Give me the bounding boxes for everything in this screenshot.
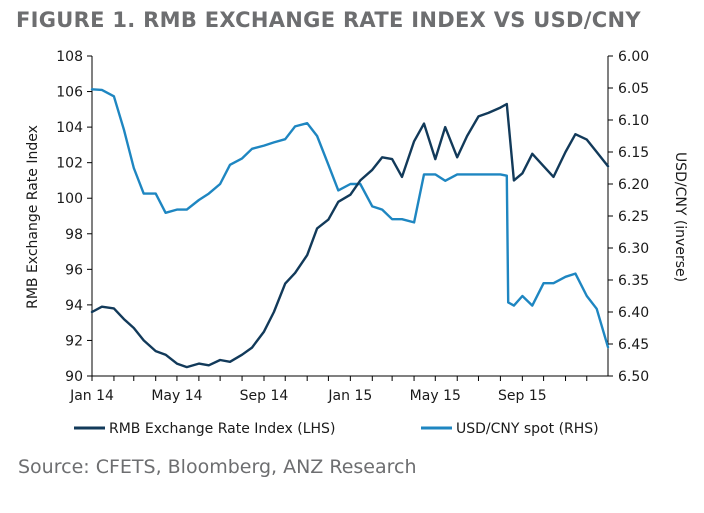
right-tick-label: 6.35 [618, 273, 649, 289]
series-line-usdcny [90, 88, 610, 349]
right-y-axis: 6.00 6.05 6.10 6.15 6.20 6.25 6.30 6.35 6.40 6.45… [608, 49, 649, 385]
right-tick-label: 6.30 [618, 241, 649, 257]
right-tick-label: 6.10 [618, 113, 649, 129]
left-tick-label: 108 [56, 49, 83, 65]
left-tick-label: 94 [65, 298, 83, 314]
left-tick-label: 100 [56, 191, 83, 207]
right-tick-label: 6.50 [618, 369, 649, 385]
left-tick-label: 102 [56, 156, 83, 172]
right-tick-label: 6.00 [618, 49, 649, 65]
left-tick-label: 98 [65, 227, 83, 243]
left-tick-label: 104 [56, 120, 83, 136]
x-tick-label: May 15 [410, 388, 461, 404]
right-tick-label: 6.15 [618, 145, 649, 161]
left-tick-label: 96 [65, 262, 83, 278]
right-tick-label: 6.40 [618, 305, 649, 321]
source-note: Source: CFETS, Bloomberg, ANZ Research [18, 456, 417, 478]
right-axis-label: USD/CNY (inverse) [672, 152, 688, 282]
x-axis: Jan 14 May 14 Sep 14 Jan 15 May 15 Sep 15 [69, 376, 588, 404]
right-tick-label: 6.25 [618, 209, 649, 225]
x-tick-label: Jan 14 [69, 388, 114, 404]
left-tick-label: 106 [56, 85, 83, 101]
x-tick-label: Jan 15 [327, 388, 372, 404]
left-y-axis: 90 92 94 96 98 100 102 104 106 108 [56, 49, 92, 385]
series-line-rmb-index [90, 102, 610, 369]
plot-frame [91, 56, 609, 377]
right-tick-label: 6.45 [618, 337, 649, 353]
x-tick-label: May 14 [151, 388, 202, 404]
left-axis-label: RMB Exchange Rate Index [25, 125, 41, 309]
left-tick-label: 90 [65, 369, 83, 385]
series-layer [90, 88, 610, 369]
legend: RMB Exchange Rate Index (LHS) USD/CNY sp… [74, 421, 599, 437]
left-tick-label: 92 [65, 333, 83, 349]
legend-label-rmb-index: RMB Exchange Rate Index (LHS) [109, 421, 335, 437]
legend-label-usdcny: USD/CNY spot (RHS) [456, 421, 599, 437]
right-tick-label: 6.20 [618, 177, 649, 193]
figure-title: FIGURE 1. RMB EXCHANGE RATE INDEX VS USD… [16, 8, 641, 32]
x-tick-label: Sep 15 [498, 388, 547, 404]
right-tick-label: 6.05 [618, 81, 649, 97]
x-tick-label: Sep 14 [240, 388, 289, 404]
